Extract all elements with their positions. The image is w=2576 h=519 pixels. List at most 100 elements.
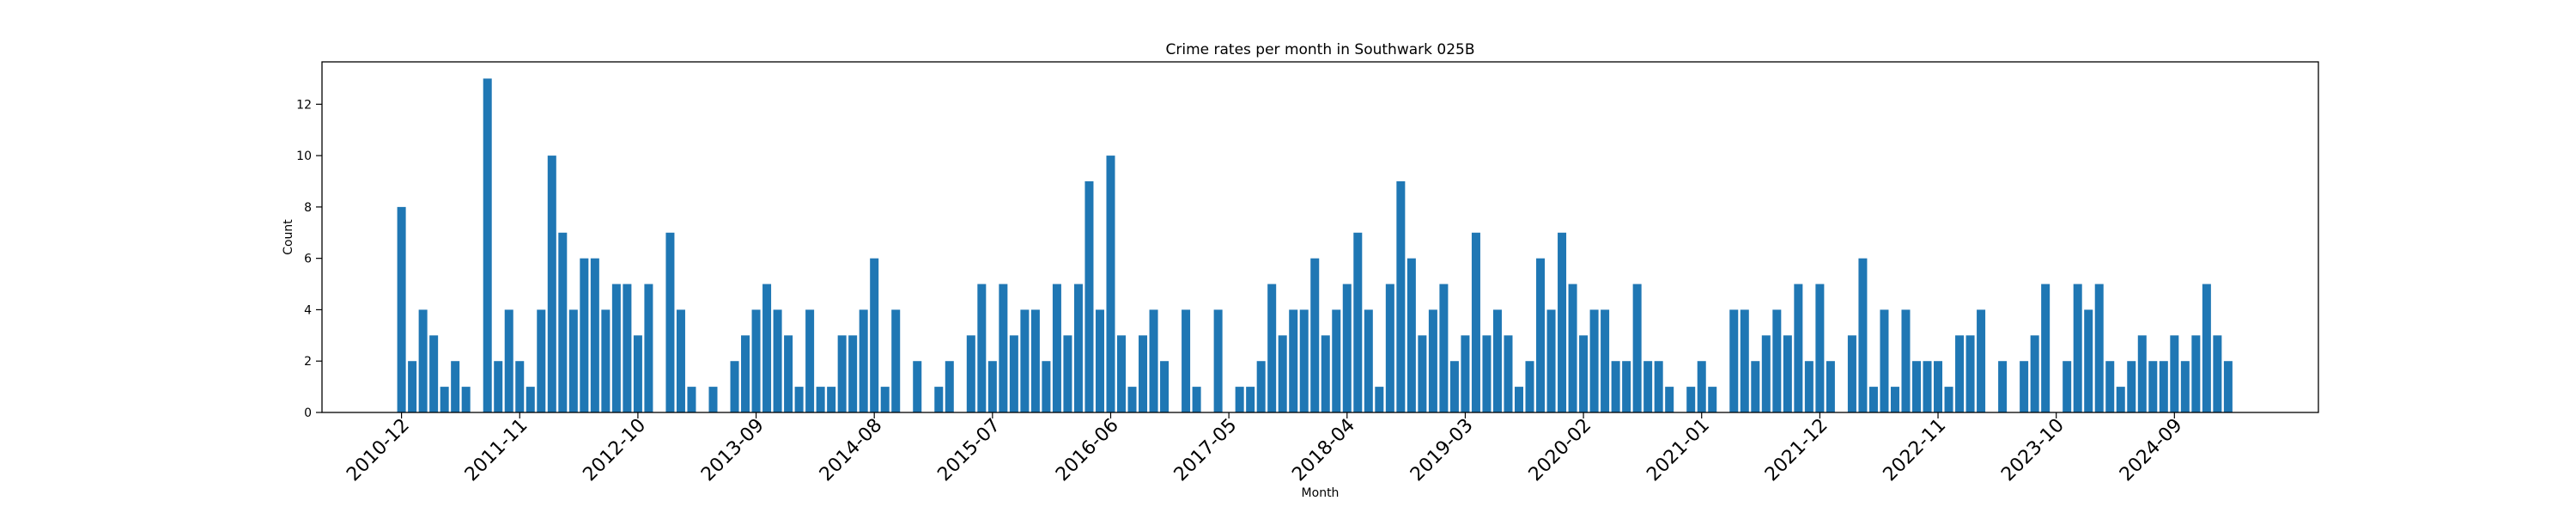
bar: 2022-05: 1 <box>1868 387 1878 412</box>
bar: 2020-03: 4 <box>1589 309 1599 412</box>
bar: 2021-04: 4 <box>1729 309 1739 412</box>
bar: 2016-02: 3 <box>1063 335 1072 412</box>
bar: 2019-07: 3 <box>1504 335 1513 412</box>
bar: 2023-05: 2 <box>1998 361 2008 412</box>
bar: 2012-05: 6 <box>580 258 589 412</box>
bar: 2014-04: 1 <box>827 387 836 412</box>
x-axis-label: Month <box>1302 486 1340 500</box>
bar: 2019-03: 3 <box>1461 335 1470 412</box>
bar: 2018-06: 4 <box>1364 309 1373 412</box>
bar: 2018-08: 5 <box>1385 284 1394 412</box>
y-tick-label: 10 <box>296 150 312 163</box>
bar: 2019-09: 2 <box>1525 361 1534 412</box>
bar: 2020-04: 4 <box>1601 309 1610 412</box>
bar: 2014-08: 6 <box>870 258 879 412</box>
bar: 2023-03: 4 <box>1977 309 1986 412</box>
bar: 2018-03: 4 <box>1332 309 1341 412</box>
y-tick-label: 2 <box>304 355 312 369</box>
bar: 2011-11: 2 <box>515 361 525 412</box>
bar: 2016-11: 2 <box>1160 361 1170 412</box>
bar: 2025-01: 3 <box>2213 335 2222 412</box>
bar: 2022-01: 2 <box>1826 361 1835 412</box>
bar: 2020-09: 2 <box>1654 361 1663 412</box>
bar: 2023-08: 3 <box>2030 335 2039 412</box>
bar: 2011-04: 1 <box>440 387 449 412</box>
bar: 2018-02: 3 <box>1321 335 1330 412</box>
bar: 2020-02: 3 <box>1579 335 1589 412</box>
bar: 2022-03: 3 <box>1847 335 1856 412</box>
bar: 2017-08: 2 <box>1256 361 1266 412</box>
bar: 2024-11: 3 <box>2191 335 2201 412</box>
bar: 2024-07: 2 <box>2148 361 2158 412</box>
bar: 2013-08: 3 <box>741 335 750 412</box>
y-tick-label: 12 <box>296 98 312 112</box>
bar: 2022-11: 2 <box>1934 361 1943 412</box>
bar: 2011-02: 4 <box>418 309 428 412</box>
y-axis-label: Count <box>282 219 295 255</box>
bar: 2024-02: 5 <box>2094 284 2104 412</box>
bar: 2014-03: 1 <box>816 387 825 412</box>
bar: 2013-11: 4 <box>773 309 782 412</box>
bar: 2011-10: 4 <box>504 309 513 412</box>
y-tick-label: 0 <box>304 406 312 420</box>
bar: 2019-11: 4 <box>1546 309 1556 412</box>
bar: 2013-10: 5 <box>762 284 772 412</box>
bar: 2017-09: 5 <box>1267 284 1277 412</box>
bar: 2020-07: 5 <box>1632 284 1642 412</box>
bar: 2017-07: 1 <box>1246 387 1255 412</box>
bar: 2024-08: 2 <box>2159 361 2168 412</box>
bar: 2020-01: 5 <box>1568 284 1577 412</box>
bar: 2016-06: 10 <box>1106 156 1115 412</box>
bar: 2014-06: 3 <box>848 335 858 412</box>
bar: 2016-09: 3 <box>1139 335 1148 412</box>
bar: 2023-12: 5 <box>2073 284 2082 412</box>
bar: 2012-08: 5 <box>611 284 621 412</box>
y-tick-label: 4 <box>304 303 312 317</box>
bar: 2011-05: 2 <box>451 361 460 412</box>
bar: 2014-10: 4 <box>891 309 901 412</box>
bar: 2024-01: 4 <box>2084 309 2093 412</box>
bar: 2016-10: 4 <box>1149 309 1158 412</box>
bar: 2013-05: 1 <box>708 387 718 412</box>
bar: 2020-08: 2 <box>1643 361 1653 412</box>
bar: 2012-11: 5 <box>644 284 653 412</box>
bar: 2015-12: 2 <box>1042 361 1051 412</box>
bar: 2021-01: 2 <box>1697 361 1706 412</box>
bar: 2018-09: 9 <box>1396 180 1406 412</box>
bar: 2021-07: 3 <box>1761 335 1771 412</box>
bar: 2021-12: 5 <box>1815 284 1825 412</box>
bar: 2012-09: 5 <box>623 284 632 412</box>
bar: 2011-12: 1 <box>526 387 535 412</box>
bar: 2015-08: 5 <box>999 284 1008 412</box>
bar: 2021-11: 2 <box>1804 361 1814 412</box>
bar: 2019-04: 7 <box>1471 232 1480 412</box>
bar: 2023-07: 2 <box>2020 361 2029 412</box>
bar: 2021-05: 4 <box>1740 309 1749 412</box>
y-axis: 0 2 4 6 8 10 12 <box>296 98 322 420</box>
bar: 2014-07: 4 <box>859 309 868 412</box>
bar: 2013-09: 4 <box>751 309 761 412</box>
bar: 2014-12: 2 <box>913 361 922 412</box>
bar: 2010-12: 8 <box>397 206 406 412</box>
bar: 2013-01: 7 <box>665 232 675 412</box>
bar: 2012-03: 7 <box>558 232 568 412</box>
bar: 2015-10: 4 <box>1020 309 1030 412</box>
bar: 2024-10: 2 <box>2180 361 2190 412</box>
bar: 2015-07: 2 <box>987 361 997 412</box>
bar: 2018-12: 4 <box>1428 309 1437 412</box>
bar: 2020-10: 1 <box>1665 387 1674 412</box>
bar: 2022-04: 6 <box>1858 258 1868 412</box>
bar: 2015-06: 5 <box>977 284 987 412</box>
bar: 2013-12: 3 <box>784 335 793 412</box>
bar: 2012-06: 6 <box>590 258 599 412</box>
bar: 2014-02: 4 <box>805 309 815 412</box>
bar: 2022-09: 2 <box>1911 361 1922 412</box>
bar: 2018-07: 1 <box>1375 387 1384 412</box>
bar: 2017-12: 4 <box>1299 309 1309 412</box>
bar: 2022-10: 2 <box>1923 361 1932 412</box>
bar: 2012-01: 4 <box>537 309 546 412</box>
bar: 2016-05: 4 <box>1095 309 1104 412</box>
bar: 2014-01: 1 <box>794 387 804 412</box>
